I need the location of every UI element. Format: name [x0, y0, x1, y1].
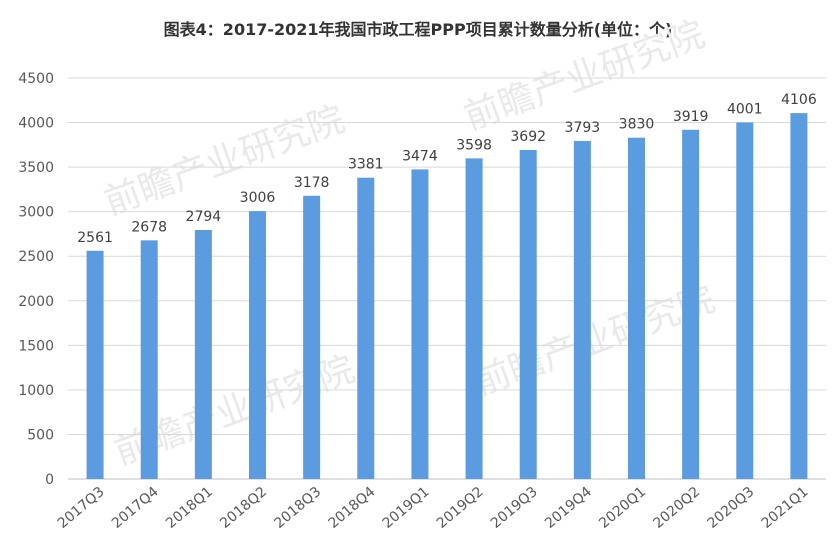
x-tick-2020Q2: 2020Q2 [650, 484, 703, 532]
bar-2020Q1 [628, 137, 645, 479]
data-label-2019Q3: 3692 [510, 129, 546, 145]
y-axis-ticks: 0 500 1000 1500 2000 2500 3000 3500 4000 4500 [18, 71, 54, 488]
x-tick-2020Q1: 2020Q1 [596, 484, 649, 532]
data-label-2018Q1: 2794 [186, 209, 222, 225]
data-label-2020Q3: 4001 [727, 101, 763, 117]
x-tick-2018Q1: 2018Q1 [163, 484, 216, 532]
y-tick-500: 500 [27, 427, 54, 443]
data-label-2019Q4: 3793 [565, 120, 601, 136]
y-tick-1500: 1500 [18, 338, 54, 354]
bar-2019Q3 [519, 150, 537, 480]
bar-2019Q2 [465, 158, 483, 479]
y-tick-2500: 2500 [18, 249, 54, 265]
x-axis-ticks: 2017Q3 2017Q4 2018Q1 2018Q2 2018Q3 2018Q4 2019… [55, 484, 812, 532]
x-tick-2018Q3: 2018Q3 [271, 484, 324, 532]
data-label-2018Q2: 3006 [240, 190, 276, 206]
bar-2021Q1 [790, 113, 808, 480]
y-tick-4500: 4500 [18, 71, 54, 87]
y-tick-0: 0 [45, 472, 54, 488]
y-tick-1000: 1000 [18, 383, 54, 399]
x-tick-2019Q2: 2019Q2 [434, 484, 487, 532]
x-tick-2019Q1: 2019Q1 [380, 484, 433, 532]
data-label-2019Q1: 3474 [402, 148, 438, 164]
data-label-2017Q3: 2561 [77, 230, 113, 246]
bar-2019Q1 [411, 169, 429, 480]
bar-2018Q3 [303, 195, 321, 480]
x-tick-2021Q1: 2021Q1 [759, 484, 812, 532]
x-tick-2019Q4: 2019Q4 [542, 484, 595, 532]
bar-2020Q3 [736, 122, 754, 480]
data-labels: 2561 2678 2794 3006 3178 3381 3474 3598 3692 3793… [77, 92, 817, 246]
data-label-2020Q1: 3830 [619, 117, 655, 133]
x-tick-2019Q3: 2019Q3 [488, 484, 541, 532]
x-tick-2018Q4: 2018Q4 [326, 484, 379, 532]
data-label-2018Q3: 3178 [294, 175, 330, 191]
bar-2017Q4 [140, 240, 158, 479]
chart-title: 图表4：2017-2021年我国市政工程PPP项目累计数量分析(单位：个) [163, 20, 673, 39]
y-tick-4000: 4000 [18, 116, 54, 132]
data-label-2020Q2: 3919 [673, 109, 709, 125]
bar-2018Q2 [249, 211, 266, 479]
data-label-2019Q2: 3598 [456, 137, 492, 153]
x-tick-2017Q4: 2017Q4 [109, 484, 162, 532]
x-tick-2017Q3: 2017Q3 [55, 484, 108, 532]
bar-2020Q2 [682, 129, 700, 479]
x-tick-2018Q2: 2018Q2 [217, 484, 270, 532]
bar-2018Q4 [357, 177, 375, 479]
data-label-2021Q1: 4106 [781, 92, 817, 108]
y-tick-3000: 3000 [18, 205, 54, 221]
y-tick-3500: 3500 [18, 160, 54, 176]
bar-2017Q3 [86, 250, 104, 479]
bar-2019Q4 [573, 141, 591, 479]
gridlines [68, 77, 826, 480]
y-tick-2000: 2000 [18, 294, 54, 310]
bars [86, 113, 808, 480]
data-label-2017Q4: 2678 [131, 219, 167, 235]
data-label-2018Q4: 3381 [348, 157, 384, 173]
bar-2018Q1 [194, 230, 212, 479]
x-tick-2020Q3: 2020Q3 [705, 484, 758, 532]
